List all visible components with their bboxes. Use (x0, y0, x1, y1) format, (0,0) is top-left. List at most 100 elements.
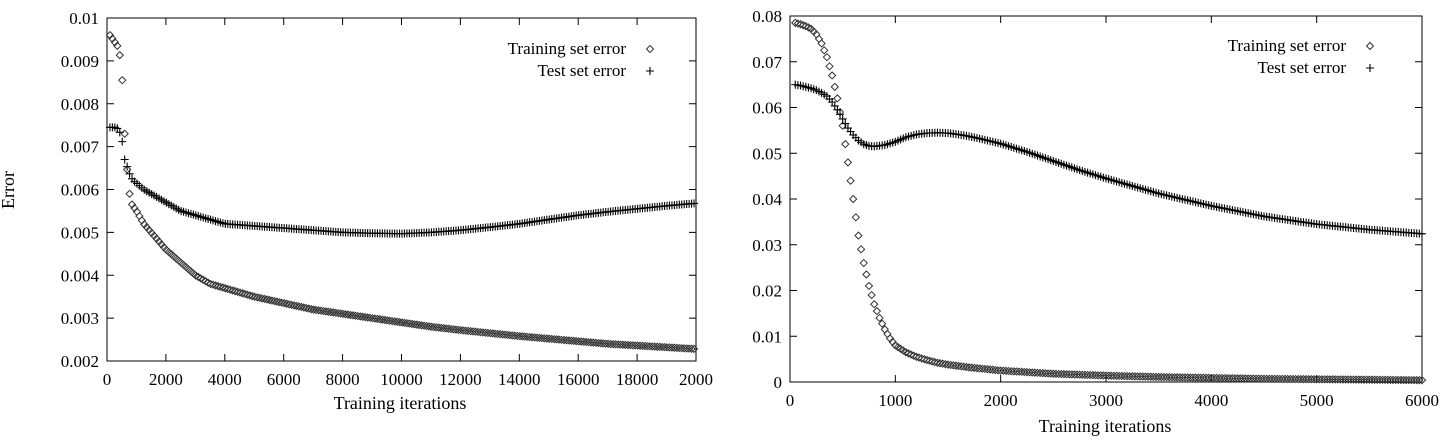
training-point (793, 19, 803, 28)
training-point (422, 321, 431, 331)
training-point (1138, 372, 1148, 381)
training-point (1009, 367, 1019, 376)
training-point (999, 366, 1008, 375)
training-point (1051, 369, 1061, 379)
training-point (437, 323, 446, 333)
training-point (390, 317, 399, 326)
training-point (1022, 367, 1032, 377)
training-point (1006, 366, 1016, 376)
training-point (279, 299, 289, 308)
training-point (1101, 371, 1111, 380)
training-series (105, 30, 699, 354)
training-point (827, 71, 837, 80)
y-tick-label: 0.01 (69, 9, 99, 28)
training-point (791, 18, 800, 28)
test-point (123, 162, 132, 171)
training-point (938, 359, 947, 368)
training-point (909, 351, 918, 360)
x-tick-label: 5000 (1300, 391, 1334, 410)
training-point (319, 306, 328, 316)
training-point (848, 194, 858, 204)
training-point (277, 298, 286, 307)
training-point (127, 200, 137, 209)
training-point (491, 329, 500, 338)
legend-diamond-marker (645, 44, 655, 54)
training-point (424, 322, 434, 331)
training-point (282, 299, 291, 308)
training-point (920, 355, 929, 364)
training-point (1109, 371, 1119, 381)
training-point (174, 256, 183, 265)
training-point (427, 322, 436, 331)
legend-training-label: Training set error (1228, 36, 1347, 55)
training-point (461, 326, 471, 335)
training-point (235, 288, 245, 297)
training-point (1012, 367, 1021, 376)
y-tick-label: 0.006 (61, 181, 99, 200)
training-point (275, 297, 284, 307)
training-point (248, 291, 257, 301)
y-tick-label: 0.01 (752, 327, 782, 346)
training-point (358, 312, 367, 321)
training-point (304, 304, 313, 313)
training-point (341, 310, 350, 319)
x-axis-label: Training iterations (1039, 416, 1172, 436)
training-point (626, 340, 635, 350)
training-point (650, 342, 659, 351)
training-point (255, 293, 264, 303)
training-point (904, 349, 913, 358)
training-point (365, 313, 375, 323)
x-tick-label: 1000 (878, 391, 912, 410)
training-point (667, 343, 677, 352)
training-point (817, 39, 826, 48)
training-point (262, 295, 272, 304)
training-point (653, 342, 662, 351)
training-point (949, 361, 958, 370)
training-point (946, 360, 955, 370)
training-point (407, 319, 417, 329)
test-point (838, 114, 847, 123)
x-tick-label: 4000 (208, 370, 242, 389)
training-point (373, 314, 382, 324)
training-point (218, 283, 228, 292)
x-tick-label: 16000 (557, 370, 600, 389)
training-point (859, 258, 868, 268)
training-point (912, 352, 921, 362)
training-point (110, 38, 120, 47)
training-point (993, 366, 1003, 375)
training-point (495, 329, 505, 339)
y-tick-label: 0 (774, 373, 783, 392)
training-point (628, 341, 637, 350)
training-point (877, 319, 887, 328)
training-point (498, 330, 507, 339)
training-point (1151, 372, 1161, 382)
test-point (833, 105, 842, 114)
training-point (368, 313, 377, 323)
training-point (108, 34, 117, 43)
test-point (118, 137, 127, 146)
y-tick-label: 0.004 (61, 266, 100, 285)
training-point (1017, 367, 1026, 377)
training-point (267, 296, 277, 305)
training-point (648, 342, 657, 351)
legend-test-marker (1366, 64, 1374, 72)
training-point (1130, 372, 1140, 381)
training-point (1038, 368, 1048, 378)
training-point (353, 311, 363, 321)
legend-plus-marker (646, 67, 654, 75)
training-point (970, 363, 979, 373)
training-point (120, 129, 129, 138)
training-point (1020, 367, 1029, 377)
training-point (118, 75, 127, 85)
training-point (833, 94, 842, 103)
training-point (1112, 371, 1121, 381)
training-point (508, 331, 517, 340)
training-point (843, 158, 853, 167)
training-point (272, 297, 282, 306)
training-point (414, 320, 424, 330)
x-tick-label: 0 (103, 370, 112, 389)
training-point (901, 348, 911, 357)
legend-training-marker (1365, 41, 1375, 51)
training-point (621, 340, 630, 350)
training-point (464, 326, 473, 336)
